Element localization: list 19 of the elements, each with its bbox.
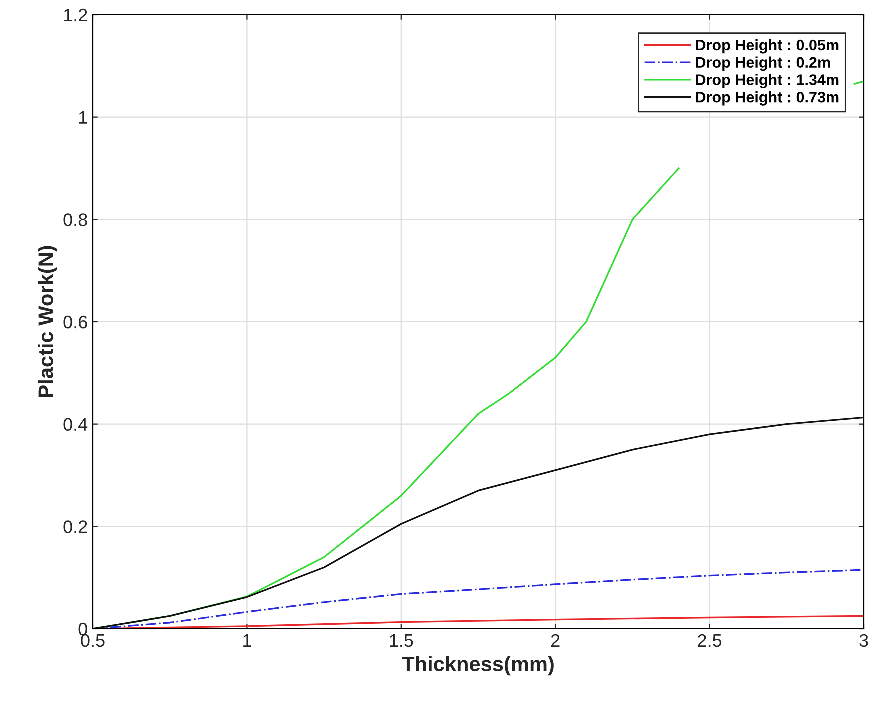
legend-label: Drop Height : 0.05m (696, 39, 839, 54)
x-tick-label: 1 (244, 634, 252, 647)
x-tick-label: 2.5 (698, 634, 722, 648)
y-axis-title: Plactic Work(N) (38, 246, 58, 398)
x-axis-title: Thickness(mm) (402, 656, 554, 676)
legend-label: Drop Height : 0.73m (696, 92, 839, 106)
y-tick-label: 1 (79, 111, 88, 124)
legend-label: Drop Height : 1.34m (696, 74, 839, 88)
y-tick-label: 0.4 (64, 418, 88, 432)
y-tick-label: 0.2 (64, 520, 88, 534)
y-tick-label: 1.2 (64, 8, 88, 22)
y-tick-label: 0 (78, 622, 88, 636)
x-tick-label: 1.5 (390, 634, 414, 648)
x-tick-label: 0.5 (81, 634, 105, 648)
y-tick-label: 0.8 (64, 214, 88, 226)
legend-label: Drop Height : 0.2m (696, 56, 830, 72)
y-tick-label: 0.6 (64, 316, 88, 329)
x-tick-label: 2 (551, 634, 560, 647)
x-tick-label: 3 (860, 634, 868, 648)
